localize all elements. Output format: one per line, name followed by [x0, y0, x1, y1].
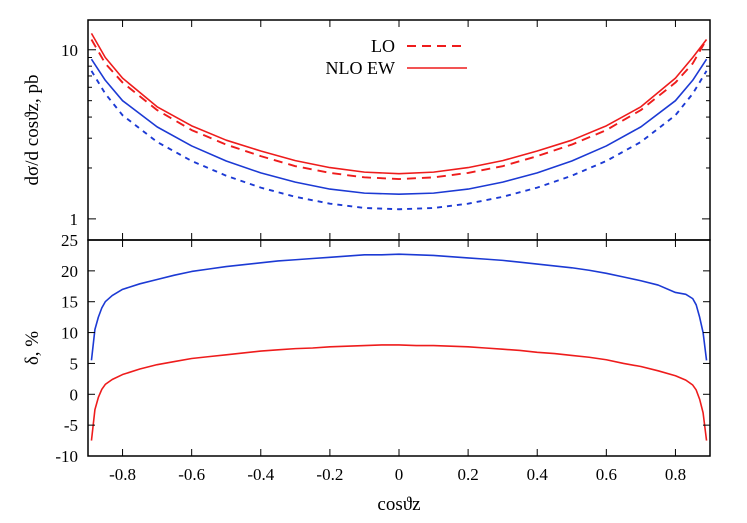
legend-label: NLO EW [326, 58, 395, 78]
top-series-line-3 [90, 70, 708, 211]
x-tick-label: -0.4 [247, 465, 274, 484]
top-y-tick-label: 10 [61, 41, 78, 60]
x-tick-label: -0.6 [178, 465, 205, 484]
x-tick-label: 0.6 [596, 465, 617, 484]
top-series-line-1 [90, 39, 708, 181]
bottom-y-tick-label: 15 [61, 293, 78, 312]
x-tick-label: -0.2 [316, 465, 343, 484]
bottom-plot-frame [87, 239, 711, 457]
top-series-lines [90, 32, 708, 211]
bottom-series-lines [90, 253, 708, 441]
x-tick-label: 0.4 [527, 465, 549, 484]
top-series-line-2 [90, 32, 708, 175]
top-y-axis-label: dσ/d cosϑz, pb [22, 75, 43, 186]
bottom-y-tick-label: -10 [55, 447, 78, 466]
legend-label: LO [371, 36, 395, 56]
bottom-series-line-1 [90, 253, 708, 361]
bottom-y-tick-label: -5 [64, 416, 78, 435]
x-tick-label: 0.2 [457, 465, 478, 484]
bottom-y-tick-label: 0 [70, 385, 79, 404]
bottom-y-tick-label: 25 [61, 231, 78, 250]
bottom-y-tick-label: 10 [61, 324, 78, 343]
bottom-y-tick-label: 20 [61, 262, 78, 281]
x-tick-label: -0.8 [109, 465, 136, 484]
bottom-series-line-2 [90, 344, 708, 441]
x-tick-label: 0.8 [665, 465, 686, 484]
top-axis-ticks: 1 10 [61, 20, 710, 240]
bottom-panel: -0.8 -0.6 -0.4 -0.2 0 0.2 0.4 0.6 0.8 -10 -5 0 5 10 15… [22, 231, 711, 515]
x-tick-label: 0 [395, 465, 404, 484]
top-plot-frame [87, 19, 711, 241]
x-axis-label: cosϑz [377, 494, 420, 515]
top-y-tick-label: 1 [70, 210, 79, 229]
bottom-y-axis-label: δ, % [22, 331, 43, 365]
bottom-axis-ticks: -0.8 -0.6 -0.4 -0.2 0 0.2 0.4 0.6 0.8 -10 -5 0 5 10 15… [55, 231, 710, 484]
top-series-line-4 [90, 58, 708, 195]
bottom-y-tick-label: 5 [70, 354, 79, 373]
